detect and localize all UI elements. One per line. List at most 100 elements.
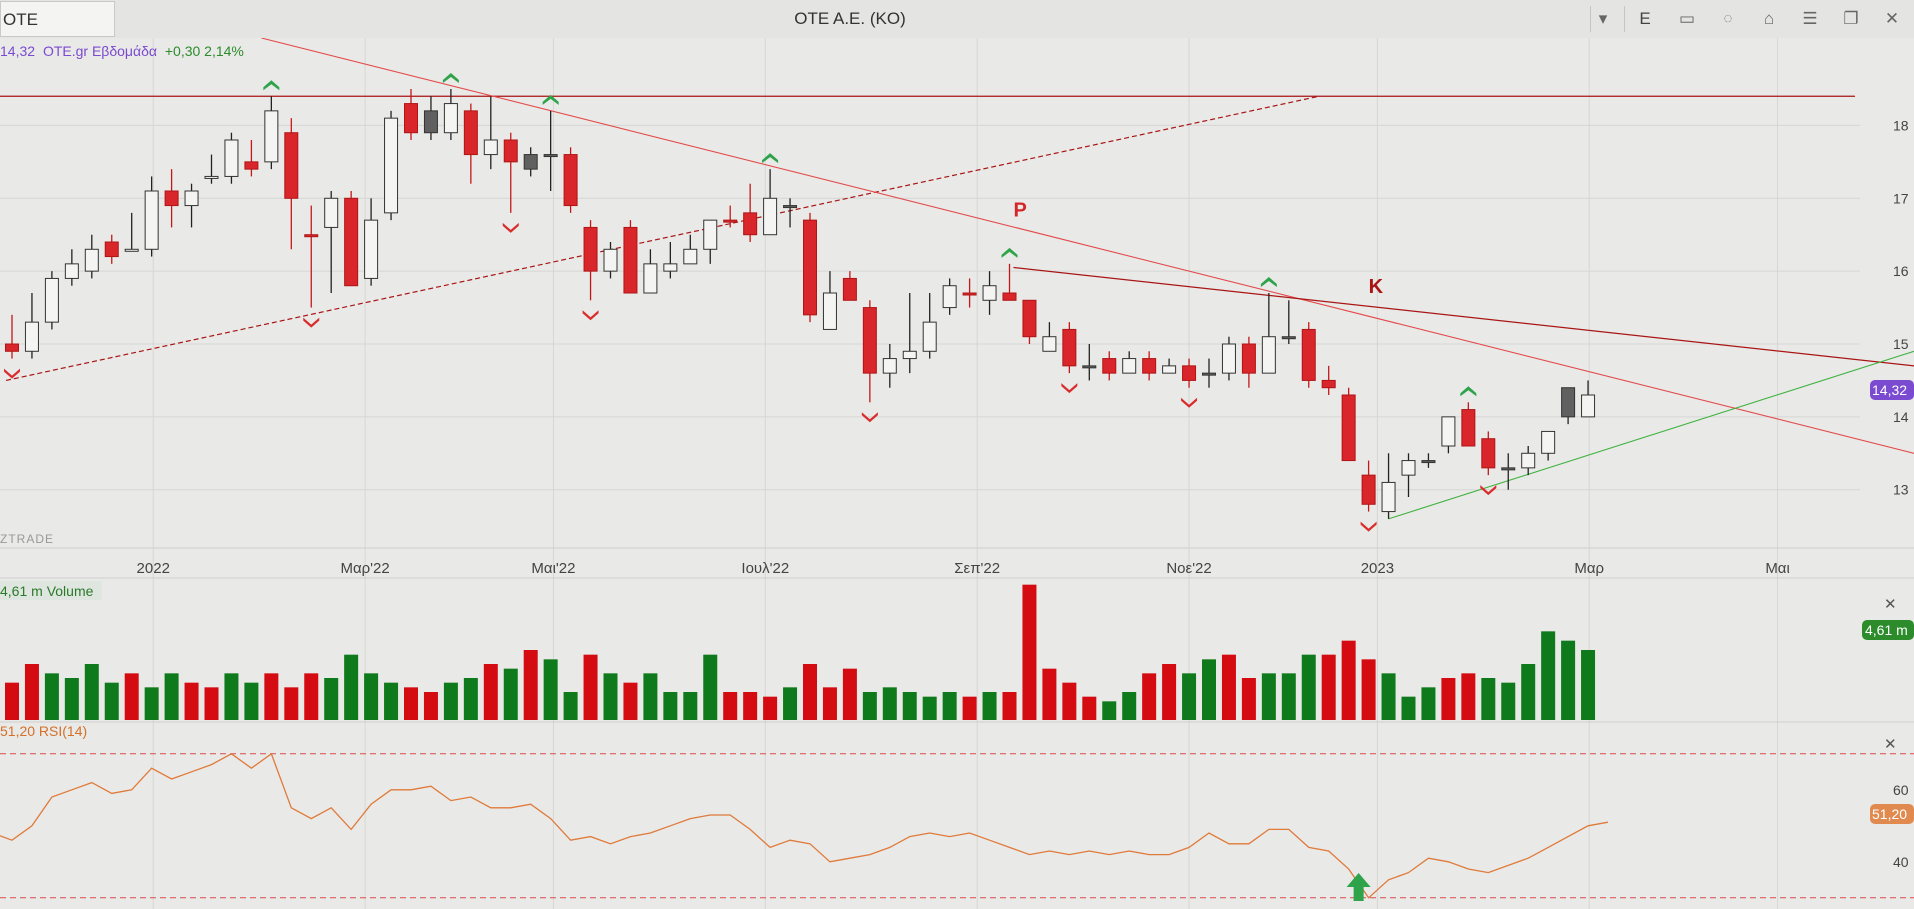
price-tick-label: 16 bbox=[1893, 263, 1909, 279]
volume-bar bbox=[583, 654, 598, 720]
volume-bar bbox=[1581, 650, 1596, 720]
signal-arrows bbox=[4, 73, 1497, 532]
layout-icon[interactable]: ▭ bbox=[1678, 9, 1696, 28]
buy-signal-arrow bbox=[1360, 521, 1377, 532]
buy-signal-arrow bbox=[1061, 383, 1078, 394]
buy-signal-arrow bbox=[1480, 485, 1497, 496]
volume-bar bbox=[1501, 682, 1516, 720]
candle bbox=[1162, 358, 1177, 374]
close-rsi-panel-icon[interactable]: ✕ bbox=[1884, 736, 1897, 753]
candle bbox=[663, 242, 678, 279]
candle-body bbox=[244, 161, 259, 170]
candle-body bbox=[1481, 438, 1496, 469]
candle bbox=[1461, 402, 1476, 447]
candle-body bbox=[404, 103, 418, 134]
candle bbox=[144, 176, 159, 257]
candle-body bbox=[663, 263, 678, 272]
candle bbox=[1561, 387, 1576, 425]
volume-bar bbox=[64, 678, 79, 720]
candle-body bbox=[982, 285, 997, 301]
volume-bar bbox=[862, 692, 877, 720]
candle-body bbox=[1341, 394, 1356, 462]
volume-bar bbox=[1481, 678, 1496, 720]
candle-body bbox=[1022, 299, 1037, 338]
candle-body bbox=[523, 154, 538, 170]
date-tick-label: Νοε'22 bbox=[1166, 560, 1211, 577]
menu-icon[interactable]: ☰ bbox=[1802, 9, 1818, 28]
candle bbox=[1341, 387, 1356, 462]
candle-body bbox=[1202, 372, 1216, 376]
pattern-label-p: P bbox=[1013, 200, 1026, 222]
volume-bar bbox=[84, 664, 99, 720]
toolbar-letter-button[interactable]: E bbox=[1639, 9, 1651, 28]
close-icon[interactable]: ✕ bbox=[1884, 9, 1900, 28]
candle bbox=[703, 219, 718, 264]
volume-bar bbox=[1441, 678, 1456, 720]
sell-signal-arrow bbox=[542, 94, 559, 105]
candle bbox=[1301, 322, 1316, 388]
candle-body bbox=[862, 307, 877, 374]
volume-bar bbox=[942, 692, 957, 720]
close-volume-panel-icon[interactable]: ✕ bbox=[1884, 596, 1897, 613]
candle-body bbox=[1321, 379, 1336, 389]
candle-body bbox=[1122, 358, 1137, 374]
volume-bar bbox=[124, 673, 139, 720]
buy-signal-arrow bbox=[502, 222, 519, 233]
candle bbox=[463, 103, 478, 184]
candle-body bbox=[144, 190, 159, 250]
volume-badge: 4,61 m bbox=[1862, 620, 1914, 640]
rsi-buy-arrow bbox=[1346, 873, 1371, 901]
volume-bar bbox=[224, 673, 239, 720]
restore-icon[interactable]: ❐ bbox=[1843, 9, 1859, 28]
candle bbox=[284, 118, 299, 250]
dropdown-icon[interactable]: ▾ bbox=[1598, 9, 1608, 28]
legend-price: 14,32 bbox=[0, 43, 35, 59]
volume-bar bbox=[483, 664, 498, 720]
candle bbox=[84, 234, 99, 279]
date-tick-label: Μαι'22 bbox=[531, 560, 575, 577]
p-k-trendline bbox=[1013, 266, 1914, 367]
volume-bar bbox=[1142, 673, 1157, 720]
candle bbox=[483, 96, 498, 170]
candle bbox=[1102, 351, 1117, 381]
candle bbox=[324, 191, 339, 293]
candle-body bbox=[1401, 460, 1416, 476]
candlesticks bbox=[5, 89, 1596, 519]
candle bbox=[1221, 336, 1236, 381]
candle-body bbox=[164, 190, 179, 207]
candle-body bbox=[583, 226, 598, 272]
sell-signal-arrow bbox=[1001, 247, 1018, 258]
volume-bar bbox=[703, 654, 718, 720]
axes: 18 17 16 15 14 13 2022 Μαρ'22 Μαι'22 Ιουλ'22 Σεπ'2… bbox=[137, 117, 1909, 869]
lock-icon[interactable]: ⌂ bbox=[1763, 9, 1775, 28]
date-tick-label: Σεπ'22 bbox=[954, 560, 1000, 577]
candle-body bbox=[344, 197, 359, 287]
candle bbox=[1202, 358, 1216, 388]
candle bbox=[783, 198, 798, 228]
candle bbox=[902, 293, 917, 374]
symbol-input[interactable]: OTE bbox=[0, 1, 115, 37]
volume-bar bbox=[603, 673, 618, 720]
candle-body bbox=[264, 110, 279, 163]
candle bbox=[1421, 453, 1436, 468]
candle-body bbox=[204, 175, 219, 179]
sell-signal-arrow bbox=[263, 80, 280, 91]
buy-signal-arrow bbox=[303, 317, 320, 328]
candle-body bbox=[104, 241, 119, 258]
comment-icon[interactable]: ◌ bbox=[1723, 10, 1733, 27]
buy-signal-arrow bbox=[582, 310, 599, 321]
candle-body bbox=[44, 277, 59, 323]
candle-body bbox=[1501, 467, 1516, 471]
volume-bar bbox=[922, 696, 937, 720]
volume-bar bbox=[743, 692, 758, 720]
volume-bar bbox=[1561, 640, 1576, 720]
date-tick-label: Μαι bbox=[1765, 560, 1790, 577]
chart-background bbox=[0, 38, 1914, 909]
candle-body bbox=[1581, 394, 1596, 418]
rsi-tick-label: 60 bbox=[1893, 782, 1909, 798]
candle-body bbox=[822, 292, 837, 330]
volume-bar bbox=[1401, 696, 1416, 720]
candle bbox=[44, 271, 59, 330]
volume-bar bbox=[523, 650, 538, 720]
chart-area[interactable]: 18 17 16 15 14 13 2022 Μαρ'22 Μαι'22 Ιουλ'22 Σεπ'2… bbox=[0, 38, 1914, 909]
